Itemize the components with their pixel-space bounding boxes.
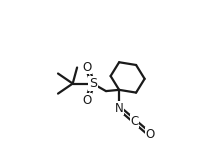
Text: O: O — [83, 60, 92, 74]
Text: O: O — [145, 128, 155, 141]
Text: C: C — [131, 115, 139, 128]
Text: S: S — [89, 77, 97, 90]
Text: O: O — [83, 94, 92, 107]
Text: N: N — [115, 102, 124, 115]
